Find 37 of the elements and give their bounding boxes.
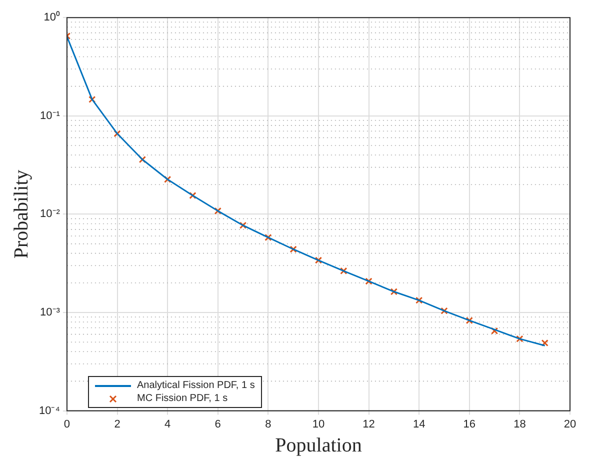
point <box>416 296 423 304</box>
x-tick-label: 18 <box>514 418 526 430</box>
x-tick-label: 2 <box>114 418 120 430</box>
x-axis-title: Population <box>275 434 362 456</box>
y-axis-title: Probability <box>10 170 32 259</box>
point <box>466 316 473 324</box>
point <box>340 267 348 274</box>
y-tick-label: 10⁻⁴ <box>38 404 60 417</box>
x-tick-label: 6 <box>214 418 221 430</box>
legend-label: Analytical Fission PDF, 1 s <box>137 379 255 392</box>
x-tick-label: 8 <box>265 418 272 430</box>
y-tick-label: 10⁻² <box>40 208 60 220</box>
x-tick-label: 16 <box>463 418 476 430</box>
point <box>440 307 448 314</box>
point <box>314 256 322 264</box>
point <box>88 96 96 104</box>
point <box>490 327 498 334</box>
y-tick-label: 10⁻¹ <box>40 110 60 122</box>
point <box>290 246 297 253</box>
point <box>390 288 398 296</box>
point <box>189 192 196 200</box>
x-tick-label: 10 <box>312 418 325 430</box>
legend-label: MC Fission PDF, 1 s <box>137 392 228 405</box>
point <box>264 234 272 242</box>
point <box>214 207 222 214</box>
x-tick-label: 0 <box>64 418 70 430</box>
point <box>239 222 247 229</box>
x-tick-label: 4 <box>164 418 171 430</box>
point <box>365 278 372 285</box>
y-tick-label: 10⁰ <box>44 10 60 24</box>
x-tick-label: 12 <box>362 418 375 430</box>
point <box>164 176 172 183</box>
x-tick-label: 14 <box>412 418 426 430</box>
point <box>516 335 524 342</box>
point <box>541 339 548 347</box>
y-tick-label: 10⁻³ <box>40 306 60 319</box>
x-tick-label: 20 <box>564 418 576 430</box>
